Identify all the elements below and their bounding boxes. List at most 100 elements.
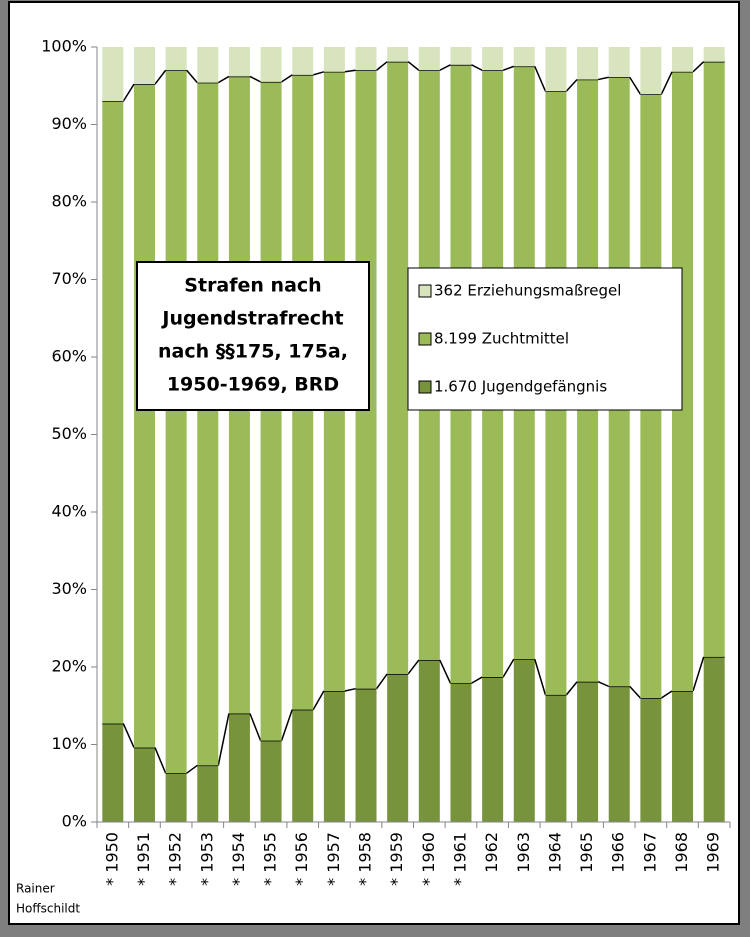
y-tick-label: 20%: [51, 657, 87, 676]
y-tick-label: 60%: [51, 347, 87, 366]
y-tick-label: 0%: [62, 812, 87, 831]
x-tick-label: 1965: [577, 832, 596, 873]
bar-segment: [355, 47, 377, 71]
boundary-connector: [154, 747, 167, 774]
y-tick-label: 30%: [51, 579, 87, 598]
x-tick-label: 1966: [609, 832, 628, 873]
x-tick-label: * 1954: [229, 832, 248, 886]
bar-segment: [450, 47, 472, 65]
x-tick-label: * 1952: [166, 832, 185, 886]
boundary-connector: [471, 676, 483, 684]
bar-segment: [703, 61, 725, 657]
chart-title: 1950-1969, BRD: [167, 374, 339, 396]
boundary-connector: [122, 723, 135, 748]
bar-segment: [387, 61, 409, 674]
bar-segment: [703, 656, 725, 822]
bar-segment: [165, 773, 187, 822]
bar-segment: [482, 677, 504, 822]
boundary-connector: [502, 65, 515, 71]
boundary-connector: [660, 690, 673, 699]
boundary-connector: [629, 76, 642, 95]
bar-segment: [197, 765, 219, 822]
x-tick-label: * 1950: [102, 832, 121, 886]
bar-segment: [608, 47, 630, 78]
boundary-connector: [439, 64, 451, 71]
bar-segment: [197, 82, 219, 766]
bar-segment: [133, 747, 155, 822]
bar-segment: [323, 691, 345, 822]
boundary-connector: [312, 690, 325, 710]
bar-segment: [133, 84, 155, 748]
bar-segment: [228, 713, 250, 822]
bar-segment: [545, 694, 567, 822]
x-tick-label: * 1951: [134, 832, 153, 886]
bar-segment: [608, 686, 630, 822]
bar-segment: [292, 709, 314, 822]
legend-box: [407, 267, 683, 411]
y-tick-label: 90%: [51, 114, 87, 133]
boundary-connector: [471, 64, 483, 71]
x-tick-label: * 1957: [324, 832, 343, 886]
bar-segment: [450, 683, 472, 822]
bar-segment: [102, 101, 124, 724]
legend-label: 8.199 Zuchtmittel: [434, 330, 569, 348]
bar-segment: [482, 47, 504, 71]
bar-segment: [260, 81, 282, 741]
boundary-connector: [439, 659, 452, 684]
bar-segment: [577, 47, 599, 80]
chart-title: Strafen nach: [184, 275, 321, 297]
bar-segment: [197, 47, 219, 83]
legend-label: 1.670 Jugendgefängnis: [434, 378, 607, 396]
boundary-connector: [375, 673, 388, 690]
x-tick-label: * 1953: [197, 832, 216, 886]
boundary-connector: [186, 69, 198, 84]
boundary-connector: [344, 69, 356, 73]
x-tick-label: 1962: [482, 832, 501, 873]
chart-title: nach §§175, 175a,: [158, 341, 348, 363]
bar-segment: [133, 47, 155, 85]
boundary-connector: [565, 681, 578, 696]
boundary-connector: [281, 74, 293, 83]
y-tick-label: 100%: [41, 37, 87, 56]
x-tick-label: * 1955: [261, 832, 280, 886]
boundary-connector: [217, 75, 230, 84]
boundary-connector: [154, 69, 167, 85]
bar-segment: [165, 47, 187, 71]
legend-label: 362 Erziehungsmaßregel: [434, 282, 621, 300]
boundary-connector: [217, 713, 230, 766]
boundary-connector: [629, 685, 641, 699]
boundary-connector: [534, 659, 547, 696]
y-tick-label: 70%: [51, 269, 87, 288]
bar-segment: [513, 47, 535, 67]
x-tick-label: * 1959: [387, 832, 406, 886]
boundary-connector: [565, 79, 578, 92]
bar-segment: [102, 47, 124, 102]
x-tick-label: * 1956: [292, 832, 311, 886]
bar-segment: [260, 47, 282, 82]
bar-segment: [640, 698, 662, 822]
bar-segment: [292, 47, 314, 75]
boundary-connector: [692, 656, 705, 692]
bar-segment: [703, 47, 725, 62]
boundary-connector: [660, 71, 673, 95]
boundary-connector: [249, 75, 261, 83]
bar-segment: [640, 47, 662, 95]
y-tick-label: 80%: [51, 192, 87, 211]
boundary-connector: [313, 71, 325, 76]
bar-segment: [260, 740, 282, 822]
bar-segment: [577, 681, 599, 822]
boundary-connector: [186, 764, 198, 774]
x-tick-label: * 1958: [356, 832, 375, 886]
boundary-connector: [407, 61, 420, 71]
x-tick-label: * 1960: [419, 832, 438, 886]
bar-segment: [672, 691, 694, 822]
boundary-connector: [597, 76, 609, 81]
boundary-connector: [692, 61, 705, 73]
boundary-connector: [376, 61, 388, 71]
boundary-connector: [344, 687, 356, 692]
bar-segment: [545, 47, 567, 92]
title-box: [136, 261, 370, 411]
x-tick-label: 1969: [704, 832, 723, 873]
legend-swatch: [418, 380, 432, 394]
